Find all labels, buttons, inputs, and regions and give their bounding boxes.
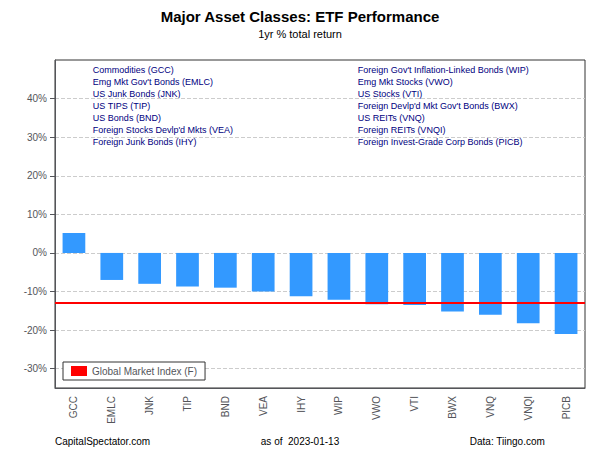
svg-text:Emg Mkt Gov't Bonds (EMLC): Emg Mkt Gov't Bonds (EMLC) xyxy=(93,77,213,87)
svg-text:30%: 30% xyxy=(27,132,47,143)
svg-text:EMLC: EMLC xyxy=(106,396,117,424)
svg-text:VEA: VEA xyxy=(258,396,269,416)
svg-text:US Junk Bonds (JNK): US Junk Bonds (JNK) xyxy=(93,89,181,99)
svg-text:Foreign Junk Bonds (IHY): Foreign Junk Bonds (IHY) xyxy=(93,137,197,147)
svg-text:-30%: -30% xyxy=(24,363,47,374)
svg-text:Foreign Stocks Devlp'd Mkts (V: Foreign Stocks Devlp'd Mkts (VEA) xyxy=(93,125,233,135)
svg-text:US Stocks (VTI): US Stocks (VTI) xyxy=(358,89,423,99)
svg-text:10%: 10% xyxy=(27,209,47,220)
svg-text:Data: Tiingo.com: Data: Tiingo.com xyxy=(470,436,545,447)
svg-text:JNK: JNK xyxy=(144,396,155,415)
svg-text:20%: 20% xyxy=(27,170,47,181)
svg-text:US Bonds (BND): US Bonds (BND) xyxy=(93,113,161,123)
svg-text:Foreign Gov't Inflation-Linked: Foreign Gov't Inflation-Linked Bonds (WI… xyxy=(358,65,529,75)
svg-text:BND: BND xyxy=(220,396,231,417)
svg-text:US REITs (VNQ): US REITs (VNQ) xyxy=(358,113,425,123)
svg-text:Major Asset Classes: ETF Perfo: Major Asset Classes: ETF Performance xyxy=(161,8,440,25)
svg-text:Foreign REITs (VNQI): Foreign REITs (VNQI) xyxy=(358,125,446,135)
svg-text:Global Market Index (F): Global Market Index (F) xyxy=(92,366,197,377)
svg-text:PICB: PICB xyxy=(561,396,572,420)
svg-text:VWO: VWO xyxy=(371,396,382,420)
svg-text:VNQI: VNQI xyxy=(523,396,534,420)
svg-text:Emg Mkt Stocks (VWO): Emg Mkt Stocks (VWO) xyxy=(358,77,453,87)
svg-text:as of 2023-01-13: as of 2023-01-13 xyxy=(261,436,340,447)
svg-text:Foreign Invest-Grade Corp Bond: Foreign Invest-Grade Corp Bonds (PICB) xyxy=(357,136,523,147)
svg-text:VTI: VTI xyxy=(409,396,420,412)
svg-text:-20%: -20% xyxy=(24,325,47,336)
svg-text:VNQ: VNQ xyxy=(485,396,496,418)
svg-text:Commodities (GCC): Commodities (GCC) xyxy=(93,65,174,75)
svg-text:40%: 40% xyxy=(27,93,47,104)
svg-text:-10%: -10% xyxy=(24,286,47,297)
svg-text:TIP: TIP xyxy=(182,396,193,412)
svg-text:BWX: BWX xyxy=(447,396,458,419)
svg-text:GCC: GCC xyxy=(68,396,79,418)
svg-text:Foreign Devlp'd Mkt Gov't Bond: Foreign Devlp'd Mkt Gov't Bonds (BWX) xyxy=(358,101,518,111)
svg-text:WIP: WIP xyxy=(333,396,344,415)
svg-text:US TIPS (TIP): US TIPS (TIP) xyxy=(93,101,150,111)
svg-text:0%: 0% xyxy=(33,247,48,258)
svg-text:IHY: IHY xyxy=(296,396,307,413)
svg-text:CapitalSpectator.com: CapitalSpectator.com xyxy=(55,436,150,447)
svg-text:1yr % total return: 1yr % total return xyxy=(258,28,342,40)
